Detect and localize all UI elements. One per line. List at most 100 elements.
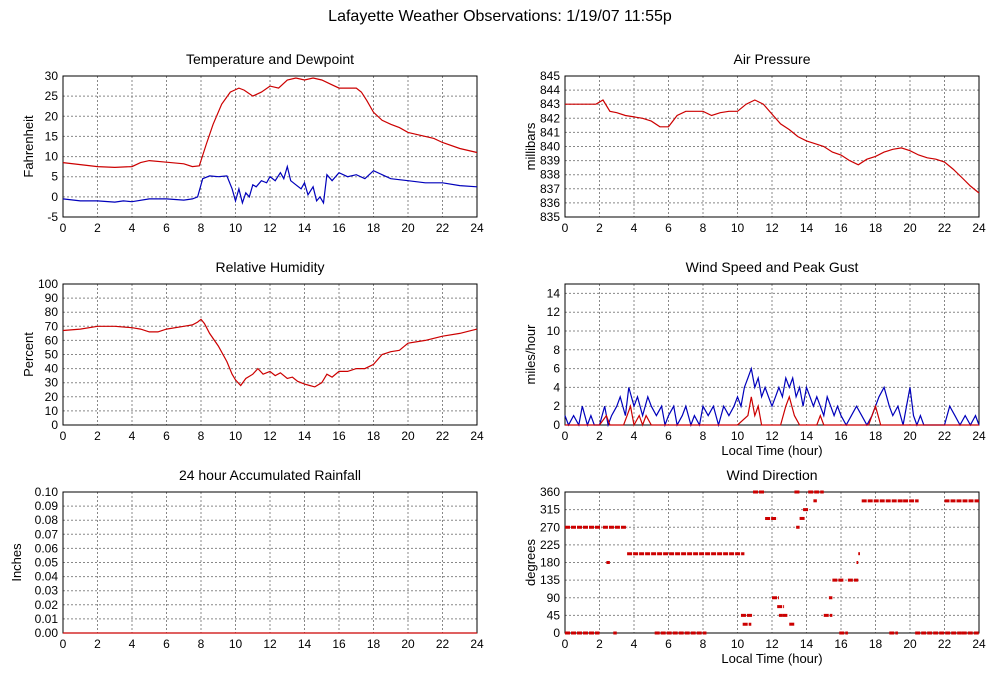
x-tick-label: 14 bbox=[800, 637, 814, 651]
x-tick-label: 2 bbox=[596, 429, 603, 443]
y-tick-label: 845 bbox=[540, 69, 560, 83]
x-tick-label: 6 bbox=[665, 429, 672, 443]
y-tick-label: 0.00 bbox=[35, 626, 59, 640]
y-axis-label: miles/hour bbox=[523, 324, 538, 385]
x-tick-label: 20 bbox=[903, 429, 917, 443]
series-line-1 bbox=[565, 394, 979, 427]
plot-frame bbox=[564, 75, 980, 218]
x-tick-label: 14 bbox=[800, 429, 814, 443]
x-tick-label: 4 bbox=[631, 429, 638, 443]
x-tick-label: 6 bbox=[163, 637, 170, 651]
y-tick-label: 270 bbox=[540, 520, 560, 534]
y-tick-label: 839 bbox=[540, 154, 560, 168]
x-tick-label: 2 bbox=[94, 429, 101, 443]
y-tick-label: 0.07 bbox=[35, 527, 59, 541]
y-axis-label: Fahrenheit bbox=[21, 115, 36, 178]
x-tick-label: 2 bbox=[94, 221, 101, 235]
x-tick-label: 18 bbox=[869, 221, 883, 235]
x-tick-label: 10 bbox=[731, 637, 745, 651]
x-tick-label: 24 bbox=[972, 221, 986, 235]
x-tick-label: 10 bbox=[229, 429, 243, 443]
y-tick-label: 0.01 bbox=[35, 612, 59, 626]
x-tick-label: 22 bbox=[938, 637, 952, 651]
y-tick-label: 45 bbox=[547, 608, 561, 622]
y-tick-label: 0 bbox=[51, 190, 58, 204]
y-tick-label: 40 bbox=[45, 362, 59, 376]
y-tick-label: 0.05 bbox=[35, 556, 59, 570]
x-tick-label: 12 bbox=[765, 221, 779, 235]
y-tick-label: 0.08 bbox=[35, 513, 59, 527]
page-title: Lafayette Weather Observations: 1/19/07 … bbox=[328, 8, 672, 25]
y-tick-label: 25 bbox=[45, 89, 59, 103]
x-axis-label: Local Time (hour) bbox=[721, 443, 822, 458]
y-tick-label: 4 bbox=[553, 380, 560, 394]
series-line-0 bbox=[564, 366, 980, 428]
x-tick-label: 24 bbox=[972, 637, 986, 651]
x-tick-label: 10 bbox=[731, 429, 745, 443]
y-tick-label: 15 bbox=[45, 129, 59, 143]
x-tick-label: 6 bbox=[665, 221, 672, 235]
x-tick-label: 24 bbox=[470, 637, 484, 651]
x-tick-label: 14 bbox=[298, 429, 312, 443]
y-tick-label: 838 bbox=[540, 168, 560, 182]
y-tick-label: 20 bbox=[45, 109, 59, 123]
x-tick-label: 22 bbox=[436, 221, 450, 235]
x-tick-label: 0 bbox=[60, 429, 67, 443]
y-tick-label: 840 bbox=[540, 140, 560, 154]
y-tick-label: 0.06 bbox=[35, 541, 59, 555]
x-tick-label: 14 bbox=[800, 221, 814, 235]
x-tick-label: 12 bbox=[765, 429, 779, 443]
x-tick-label: 24 bbox=[470, 429, 484, 443]
x-tick-label: 4 bbox=[631, 221, 638, 235]
y-tick-label: 30 bbox=[45, 376, 59, 390]
x-tick-label: 24 bbox=[972, 429, 986, 443]
x-tick-label: 6 bbox=[163, 221, 170, 235]
x-tick-label: 20 bbox=[903, 637, 917, 651]
x-tick-label: 6 bbox=[665, 637, 672, 651]
y-axis-label: degrees bbox=[523, 539, 538, 586]
x-tick-label: 4 bbox=[129, 429, 136, 443]
x-tick-label: 20 bbox=[903, 221, 917, 235]
y-tick-label: 0.04 bbox=[35, 570, 59, 584]
y-tick-label: 0.03 bbox=[35, 584, 59, 598]
series-line-0 bbox=[565, 99, 980, 194]
x-tick-label: 0 bbox=[60, 221, 67, 235]
x-tick-label: 18 bbox=[367, 429, 381, 443]
x-tick-label: 22 bbox=[938, 221, 952, 235]
chart-title: 24 hour Accumulated Rainfall bbox=[179, 467, 361, 483]
series-line-1 bbox=[62, 164, 478, 206]
x-tick-label: 16 bbox=[332, 429, 346, 443]
x-tick-label: 12 bbox=[263, 429, 277, 443]
x-tick-label: 4 bbox=[129, 637, 136, 651]
y-tick-label: 836 bbox=[540, 196, 560, 210]
x-tick-label: 8 bbox=[198, 221, 205, 235]
x-tick-label: 24 bbox=[470, 221, 484, 235]
x-tick-label: 8 bbox=[198, 637, 205, 651]
x-tick-label: 20 bbox=[401, 221, 415, 235]
x-tick-label: 18 bbox=[869, 637, 883, 651]
y-tick-label: 0.09 bbox=[35, 499, 59, 513]
x-tick-label: 10 bbox=[229, 637, 243, 651]
x-tick-label: 12 bbox=[263, 637, 277, 651]
x-tick-label: 2 bbox=[596, 637, 603, 651]
x-tick-label: 8 bbox=[198, 429, 205, 443]
y-tick-label: 50 bbox=[45, 348, 59, 362]
x-tick-label: 16 bbox=[332, 221, 346, 235]
plot-frame bbox=[62, 75, 478, 218]
y-tick-label: 0 bbox=[553, 418, 560, 432]
x-axis-label: Local Time (hour) bbox=[721, 651, 822, 666]
plot-frame bbox=[564, 491, 980, 634]
x-tick-label: 22 bbox=[938, 429, 952, 443]
x-tick-label: 4 bbox=[129, 221, 136, 235]
x-tick-label: 22 bbox=[436, 637, 450, 651]
y-tick-label: 837 bbox=[540, 182, 560, 196]
x-tick-label: 0 bbox=[562, 637, 569, 651]
y-tick-label: 100 bbox=[38, 277, 58, 291]
y-tick-label: 90 bbox=[547, 591, 561, 605]
